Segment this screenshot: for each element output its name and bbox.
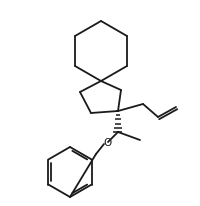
Text: O: O	[103, 137, 112, 147]
